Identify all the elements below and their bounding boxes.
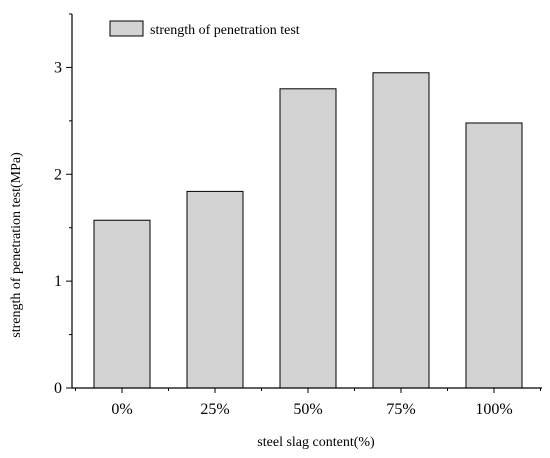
x-tick-label: 50% [293,401,322,418]
x-tick-labels: 0% 25% 50% 75% 100% [111,401,512,418]
x-tick-label: 0% [111,401,132,418]
y-tick-label: 2 [54,166,62,183]
x-tick-label: 100% [475,401,512,418]
legend-label: strength of penetration test [150,23,300,38]
x-tick-label: 25% [200,401,229,418]
legend-swatch [109,20,144,37]
y-axis-label: strength of penetration test(MPa) [9,152,24,338]
bar-100pct [465,122,523,389]
x-tick-label: 75% [386,401,415,418]
y-tick-labels: 0 1 2 3 [54,59,62,397]
y-tick-label: 3 [54,59,62,76]
bar-75pct [372,72,430,389]
y-tick-label: 0 [54,380,62,397]
bar-25pct [186,190,244,389]
y-tick-label: 1 [54,273,62,290]
axes-group [66,13,542,393]
bars-group [93,72,523,389]
bar-0pct [93,219,151,389]
legend: strength of penetration test [109,20,300,38]
bar-50pct [279,88,337,389]
x-axis-label: steel slag content(%) [257,435,375,450]
